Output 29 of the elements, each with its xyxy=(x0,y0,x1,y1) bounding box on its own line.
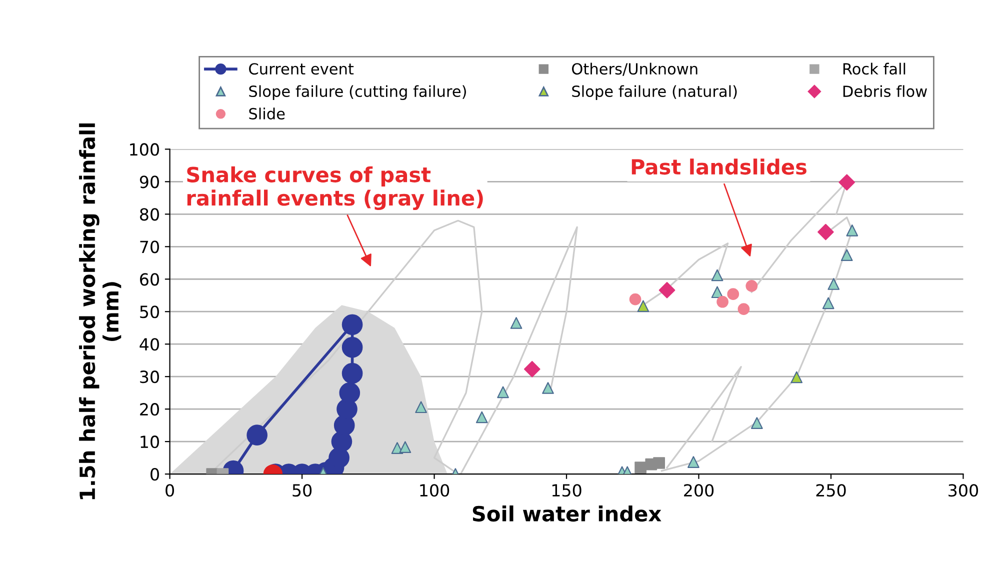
legend-label: Debris flow xyxy=(843,85,927,98)
y-tick-label: 50 xyxy=(140,306,159,318)
y-tick-label: 40 xyxy=(140,338,159,351)
legend-label: Current event xyxy=(249,63,354,75)
x-tick-label: 300 xyxy=(948,484,978,497)
y-tick-label: 60 xyxy=(140,273,159,286)
x-tick-label: 150 xyxy=(552,484,582,497)
y-tick-label: 100 xyxy=(130,143,159,156)
y-axis-title: 1.5h half period working rainfall (mm) xyxy=(79,123,122,500)
legend-label: Slide xyxy=(249,108,285,120)
legend-label: Slope failure (natural) xyxy=(572,85,737,100)
y-tick-label: 80 xyxy=(140,208,159,221)
legend-label: Others/Unknown xyxy=(572,62,698,76)
x-tick-label: 250 xyxy=(816,484,846,497)
legend-label: Rock fall xyxy=(843,62,906,75)
y-tick-label: 10 xyxy=(140,436,159,448)
x-axis-title: Soil water index xyxy=(472,505,662,522)
y-tick-label: 0 xyxy=(150,468,159,481)
annotation: Past landslides xyxy=(632,158,806,175)
x-tick-label: 100 xyxy=(420,484,450,497)
x-tick-label: 50 xyxy=(292,484,312,497)
x-tick-label: 0 xyxy=(166,484,174,497)
y-tick-label: 20 xyxy=(140,403,159,416)
x-tick-label: 200 xyxy=(684,484,714,497)
y-tick-label: 30 xyxy=(140,370,159,384)
annotation: Snake curves of past rainfall events (gray line) xyxy=(187,166,483,210)
legend-label: Slope failure (cutting failure) xyxy=(249,85,466,100)
y-tick-label: 90 xyxy=(140,176,159,188)
y-tick-label: 70 xyxy=(140,240,159,254)
